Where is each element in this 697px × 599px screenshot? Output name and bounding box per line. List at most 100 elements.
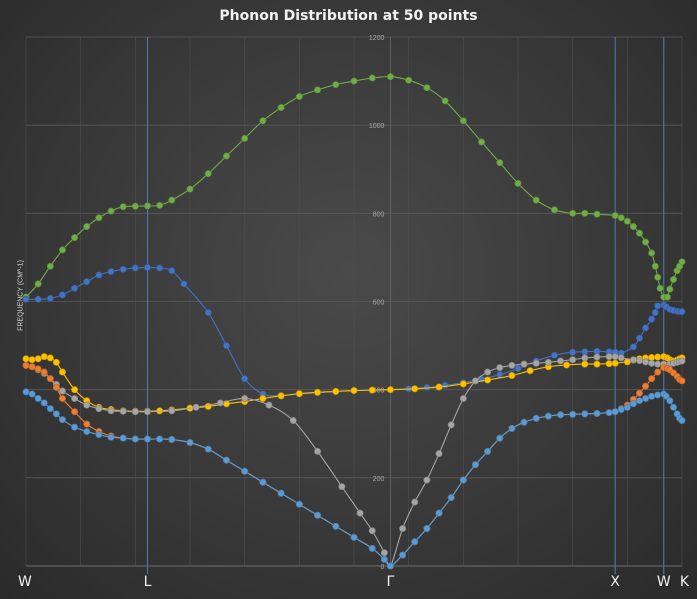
y-tick-label: 0: [381, 564, 385, 571]
data-point: [119, 265, 127, 273]
data-point: [447, 494, 455, 502]
data-point: [222, 342, 230, 350]
data-point: [241, 467, 249, 475]
data-point: [656, 284, 664, 292]
data-point: [441, 381, 449, 389]
data-point: [168, 435, 176, 443]
data-point: [550, 351, 558, 359]
data-point: [648, 392, 656, 400]
data-point: [550, 206, 558, 214]
data-point: [368, 527, 376, 535]
data-point: [380, 555, 388, 563]
data-point: [22, 355, 30, 363]
data-point: [623, 217, 631, 225]
data-point: [119, 203, 127, 211]
data-point: [58, 368, 66, 376]
data-point: [168, 267, 176, 275]
data-point: [168, 407, 176, 415]
data-point: [678, 357, 686, 365]
data-point: [186, 439, 194, 447]
data-point: [40, 353, 48, 361]
data-point: [131, 202, 139, 210]
data-point: [46, 375, 54, 383]
data-point: [52, 410, 60, 418]
data-point: [156, 407, 164, 415]
data-point: [259, 478, 267, 486]
x-tick-label: X: [610, 574, 620, 590]
data-point: [629, 400, 637, 408]
data-point: [423, 525, 431, 533]
chart-title: Phonon Distribution at 50 points: [219, 8, 478, 24]
data-point: [666, 397, 674, 405]
data-point: [654, 353, 662, 361]
data-point: [34, 280, 42, 288]
data-point: [83, 223, 91, 231]
data-point: [58, 246, 66, 254]
data-point: [204, 170, 212, 178]
data-point: [46, 405, 54, 413]
data-point: [654, 273, 662, 281]
data-point: [648, 359, 656, 367]
data-point: [405, 76, 413, 84]
data-point: [611, 408, 619, 416]
data-point: [71, 284, 79, 292]
data-point: [678, 308, 686, 316]
data-point: [386, 562, 394, 570]
data-point: [28, 363, 36, 371]
data-point: [557, 357, 565, 365]
data-point: [678, 417, 686, 425]
data-point: [350, 77, 358, 85]
data-point: [52, 383, 60, 391]
y-tick-label: 800: [373, 211, 385, 218]
data-point: [532, 414, 540, 422]
data-point: [635, 334, 643, 342]
data-point: [332, 522, 340, 530]
data-point: [526, 367, 534, 375]
data-point: [544, 358, 552, 366]
data-point: [423, 84, 431, 92]
data-point: [295, 500, 303, 508]
data-point: [520, 360, 528, 368]
data-point: [332, 387, 340, 395]
data-point: [143, 202, 151, 210]
data-point: [338, 483, 346, 491]
data-point: [581, 209, 589, 217]
data-point: [478, 138, 486, 146]
data-point: [156, 264, 164, 272]
data-point: [314, 388, 322, 396]
data-point: [259, 394, 267, 402]
data-point: [669, 403, 677, 411]
data-point: [107, 207, 115, 215]
data-point: [532, 359, 540, 367]
data-point: [58, 387, 66, 395]
data-point: [83, 420, 91, 428]
y-tick-label: 1200: [369, 35, 385, 42]
data-point: [131, 435, 139, 443]
data-point: [95, 271, 103, 279]
data-point: [496, 364, 504, 372]
data-point: [192, 403, 200, 411]
data-point: [569, 356, 577, 364]
data-point: [95, 405, 103, 413]
data-point: [459, 380, 467, 388]
data-point: [569, 348, 577, 356]
data-point: [593, 409, 601, 417]
data-point: [423, 476, 431, 484]
data-point: [314, 86, 322, 94]
data-point: [143, 435, 151, 443]
data-point: [71, 394, 79, 402]
data-point: [34, 355, 42, 363]
data-point: [642, 394, 650, 402]
data-point: [71, 408, 79, 416]
y-tick-label: 600: [373, 300, 385, 307]
data-point: [635, 389, 643, 397]
data-point: [581, 348, 589, 356]
data-point: [514, 179, 522, 187]
data-point: [52, 358, 60, 366]
data-point: [241, 375, 249, 383]
data-point: [563, 361, 571, 369]
data-point: [368, 544, 376, 552]
data-point: [447, 421, 455, 429]
data-point: [222, 456, 230, 464]
